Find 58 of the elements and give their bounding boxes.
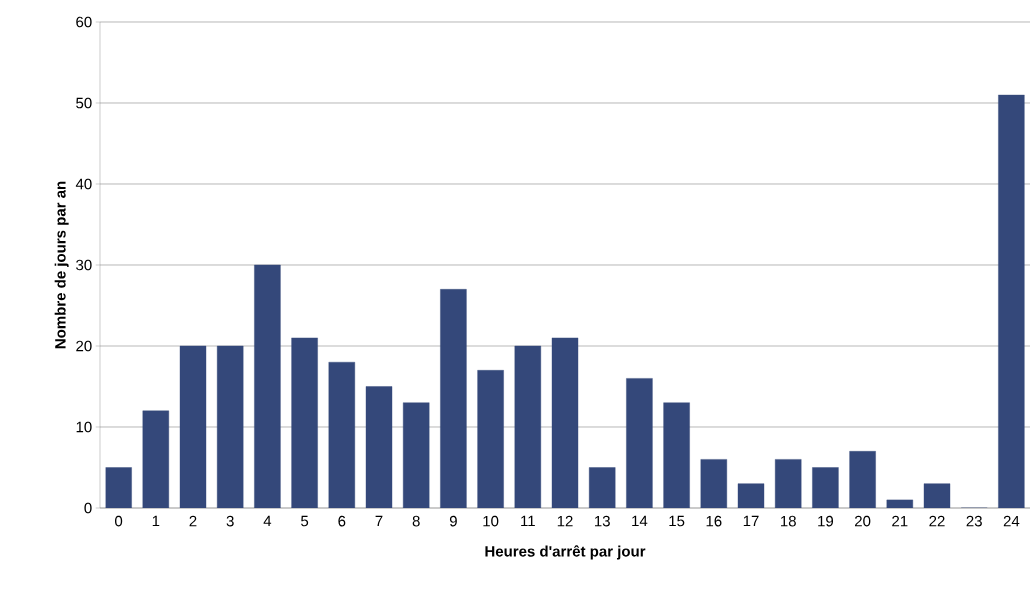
y-tick-label: 40 bbox=[75, 178, 92, 190]
bar bbox=[663, 402, 690, 508]
bar bbox=[365, 386, 393, 508]
bar bbox=[849, 451, 876, 508]
x-tick-label: 22 bbox=[929, 515, 945, 527]
bar bbox=[998, 94, 1025, 508]
x-tick-label: 11 bbox=[521, 515, 535, 527]
bar bbox=[291, 337, 318, 508]
y-tick-label: 0 bbox=[84, 502, 92, 514]
bar bbox=[217, 345, 244, 508]
x-tick-label: 20 bbox=[855, 515, 871, 527]
bar bbox=[179, 345, 207, 508]
bar bbox=[328, 362, 355, 508]
bar bbox=[626, 378, 653, 508]
bar bbox=[812, 467, 839, 508]
bar bbox=[403, 402, 430, 508]
bar bbox=[923, 483, 951, 508]
x-tick-label: 16 bbox=[706, 515, 722, 527]
x-tick-label: 6 bbox=[338, 515, 346, 527]
x-tick-label: 9 bbox=[449, 515, 457, 527]
bar bbox=[775, 459, 802, 508]
x-tick-label: 13 bbox=[595, 515, 610, 527]
y-tick-label: 20 bbox=[76, 340, 92, 352]
y-tick-label: 10 bbox=[76, 421, 92, 433]
bar bbox=[737, 483, 765, 508]
x-tick-label: 3 bbox=[226, 515, 234, 527]
x-tick-label: 24 bbox=[1003, 515, 1020, 527]
x-tick-label: 8 bbox=[412, 515, 420, 527]
bar bbox=[551, 337, 579, 508]
bar bbox=[105, 467, 132, 508]
x-tick-label: 17 bbox=[743, 515, 759, 527]
x-tick-label: 4 bbox=[263, 515, 272, 527]
y-tick-label: 60 bbox=[76, 16, 92, 28]
bar bbox=[886, 499, 914, 508]
y-axis-title: Nombre de jours par an bbox=[54, 181, 69, 349]
x-tick-label: 7 bbox=[375, 515, 383, 527]
y-tick-label: 30 bbox=[76, 259, 92, 271]
x-tick-label: 2 bbox=[189, 515, 197, 527]
x-tick-label: 23 bbox=[966, 515, 982, 527]
x-tick-label: 5 bbox=[301, 515, 309, 527]
x-tick-label: 18 bbox=[781, 515, 796, 527]
x-tick-label: 14 bbox=[632, 515, 648, 527]
x-tick-label: 10 bbox=[483, 515, 499, 527]
bar bbox=[254, 264, 281, 508]
bar bbox=[514, 345, 542, 508]
x-tick-label: 21 bbox=[892, 515, 908, 527]
x-tick-label: 15 bbox=[669, 515, 685, 527]
x-tick-label: 12 bbox=[557, 515, 573, 527]
bar bbox=[142, 410, 169, 508]
x-tick-label: 0 bbox=[115, 515, 123, 527]
x-tick-label: 1 bbox=[152, 515, 160, 527]
bar bbox=[440, 289, 467, 508]
x-axis-title: Heures d'arrêt par jour bbox=[485, 545, 646, 560]
x-tick-label: 19 bbox=[818, 515, 834, 527]
bar bbox=[589, 467, 616, 508]
bar bbox=[700, 459, 728, 508]
y-tick-label: 50 bbox=[76, 97, 92, 109]
bar bbox=[477, 370, 504, 508]
